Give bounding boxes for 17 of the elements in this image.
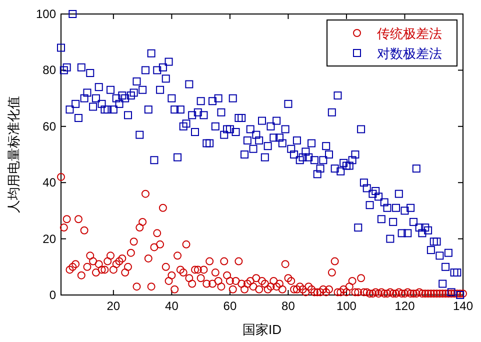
- x-tick-label: 60: [223, 299, 237, 313]
- y-tick-label: 20: [42, 232, 56, 246]
- x-tick-label: 100: [336, 299, 357, 313]
- y-tick-label: 0: [49, 288, 56, 302]
- y-tick-label: 40: [42, 176, 56, 190]
- y-tick-label: 100: [36, 7, 56, 21]
- y-tick-label: 60: [42, 119, 56, 134]
- x-axis-title: 国家ID: [242, 322, 282, 337]
- legend-label: 传统极差法: [377, 26, 442, 41]
- y-axis-title: 人均用电量标准化值: [6, 96, 21, 213]
- x-tick-label: 120: [394, 299, 416, 313]
- x-tick-label: 40: [165, 299, 179, 313]
- x-tick-label: 140: [452, 299, 474, 313]
- x-tick-label: 20: [106, 299, 120, 313]
- x-tick-label: 80: [282, 299, 296, 313]
- y-tick-label: 80: [42, 63, 56, 78]
- legend-label: 对数极差法: [377, 46, 442, 61]
